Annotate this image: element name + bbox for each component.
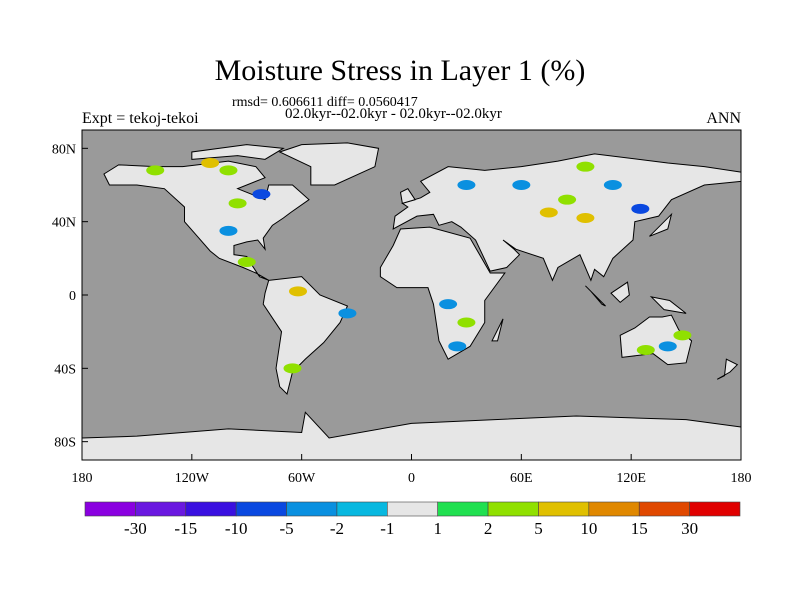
lat-tick-label: 40S — [54, 362, 76, 377]
season-label: ANN — [706, 110, 741, 127]
colorbar-swatch — [588, 501, 640, 517]
anomaly-patch — [631, 203, 650, 214]
stats-text: rmsd= 0.606611 diff= 0.0560417 — [232, 95, 418, 110]
colorbar-label: 1 — [433, 519, 442, 538]
anomaly-patch — [252, 189, 271, 200]
colorbar-swatch — [286, 501, 338, 517]
colorbar-swatch — [84, 501, 136, 517]
colorbar-label: -5 — [279, 519, 293, 538]
africa-landmass — [379, 226, 506, 360]
anomaly-patch — [219, 225, 238, 236]
colorbar-swatch — [135, 501, 187, 517]
colorbar-label: 15 — [631, 519, 648, 538]
lat-tick-label: 0 — [69, 289, 76, 304]
colorbar-swatch — [387, 501, 438, 517]
north-america-landmass — [103, 160, 310, 281]
anomaly-patch — [448, 341, 467, 352]
colorbar-label: -10 — [225, 519, 248, 538]
colorbar-swatch — [487, 501, 539, 517]
japan-landmass — [649, 212, 673, 237]
anomaly-patch — [539, 207, 558, 218]
anomaly-patch — [457, 317, 476, 328]
lon-tick-label: 0 — [408, 471, 415, 486]
sumatra-landmass — [585, 285, 606, 307]
anomaly-patch — [576, 213, 595, 223]
colorbar-swatch — [185, 501, 237, 517]
new-guinea-landmass — [649, 296, 687, 314]
colorbar-swatch — [336, 501, 388, 517]
colorbar-label: 10 — [580, 519, 597, 538]
period-text: 02.0kyr--02.0kyr - 02.0kyr--02.0kyr — [285, 106, 502, 122]
colorbar-label: -30 — [124, 519, 147, 538]
lat-tick-label: 80N — [52, 142, 76, 157]
colorbar-label: -2 — [330, 519, 344, 538]
experiment-label: Expt = tekoj-tekoi — [82, 110, 199, 127]
lon-tick-label: 120E — [616, 471, 646, 486]
anomaly-patch — [673, 330, 692, 341]
lat-tick-label: 40N — [52, 216, 76, 231]
colorbar: -30 -15 -10 -5 -2 -1 1 2 5 10 15 30 — [84, 501, 741, 538]
anomaly-patch — [201, 158, 220, 168]
anomaly-patch — [636, 345, 655, 355]
greenland-landmass — [278, 142, 380, 186]
anomaly-layer — [146, 158, 692, 374]
anomaly-patch — [558, 194, 577, 205]
anomaly-patch — [658, 341, 677, 352]
arctic-islands-landmass — [191, 144, 285, 160]
lon-tick-label: 180 — [72, 471, 93, 486]
anomaly-patch — [457, 180, 476, 190]
colorbar-label: -1 — [380, 519, 394, 538]
colorbar-swatch — [235, 501, 287, 517]
lat-tick-label: 80S — [54, 436, 76, 451]
lon-tick-label: 120W — [175, 471, 210, 486]
britain-landmass — [399, 188, 416, 204]
anomaly-patch — [228, 198, 247, 209]
lon-tick-label: 180 — [731, 471, 752, 486]
axis-ticks: 180 120W 60W 0 60E 120E 180 80N 40N 0 40S 80S — [52, 142, 752, 486]
anomaly-patch — [289, 286, 308, 297]
anomaly-patch — [338, 308, 357, 319]
lon-tick-label: 60W — [288, 471, 316, 486]
anomaly-patch — [146, 165, 165, 176]
borneo-landmass — [610, 281, 630, 304]
madagascar-landmass — [491, 318, 504, 342]
anomaly-patch — [237, 257, 256, 267]
anomaly-patch — [576, 161, 595, 172]
plot-title: Moisture Stress in Layer 1 (%) — [214, 54, 586, 87]
colorbar-label: 2 — [484, 519, 493, 538]
antarctica-landmass — [82, 411, 741, 460]
anomaly-patch — [439, 299, 458, 310]
colorbar-label: -15 — [174, 519, 197, 538]
anomaly-patch — [512, 180, 531, 190]
colorbar-swatch — [638, 501, 690, 517]
colorbar-swatch — [437, 501, 489, 517]
eurasia-landmass — [392, 153, 741, 282]
anomaly-patch — [603, 180, 622, 190]
lon-tick-label: 60E — [510, 471, 533, 486]
anomaly-patch — [219, 165, 238, 176]
new-zealand-landmass — [716, 358, 739, 380]
colorbar-label: 30 — [681, 519, 698, 538]
colorbar-swatch — [689, 501, 741, 517]
colorbar-label: 5 — [534, 519, 543, 538]
colorbar-swatch — [538, 501, 590, 517]
anomaly-patch — [283, 363, 302, 374]
